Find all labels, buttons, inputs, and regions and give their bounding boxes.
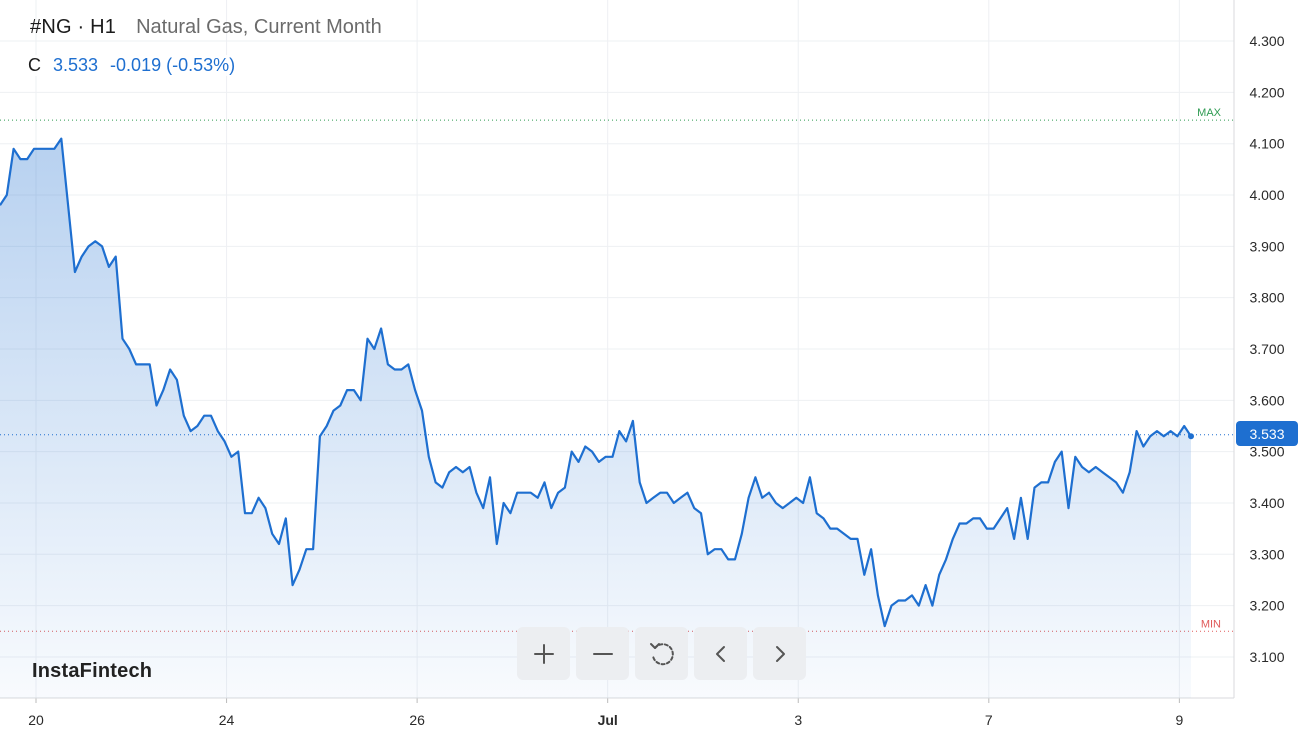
instrument-description: Natural Gas, Current Month bbox=[136, 16, 382, 38]
x-tick-label: 20 bbox=[28, 712, 44, 728]
x-tick-label: 26 bbox=[409, 712, 425, 728]
zoom-out-button[interactable] bbox=[576, 627, 629, 680]
x-tick-label: 9 bbox=[1175, 712, 1183, 728]
minus-icon bbox=[592, 652, 613, 655]
plus-icon bbox=[533, 643, 554, 664]
current-price-badge: 3.533 bbox=[1236, 421, 1298, 446]
chart-toolbar bbox=[517, 627, 806, 680]
y-tick-label: 3.300 bbox=[1249, 546, 1284, 562]
x-tick-label: 7 bbox=[985, 712, 993, 728]
y-tick-label: 3.400 bbox=[1249, 495, 1284, 511]
y-tick-label: 3.900 bbox=[1249, 238, 1284, 254]
y-tick-label: 4.200 bbox=[1249, 84, 1284, 100]
chart-header: #NG · H1 Natural Gas, Current Month bbox=[30, 16, 382, 39]
close-label: C bbox=[28, 55, 41, 75]
x-tick-label: 3 bbox=[794, 712, 802, 728]
y-tick-label: 3.200 bbox=[1249, 598, 1284, 614]
x-tick-label: 24 bbox=[219, 712, 235, 728]
reset-button[interactable] bbox=[635, 627, 688, 680]
max-label: MAX bbox=[1197, 107, 1222, 119]
brand-logo: InstaFintech bbox=[32, 660, 153, 682]
y-tick-label: 3.800 bbox=[1249, 290, 1284, 306]
change-value: -0.019 (-0.53%) bbox=[110, 55, 236, 75]
symbol-label: #NG · H1 bbox=[30, 16, 117, 38]
time-axis: 202426Jul379111517 bbox=[0, 697, 1234, 728]
scroll-right-button[interactable] bbox=[753, 627, 806, 680]
chevron-left-icon bbox=[715, 645, 725, 662]
last-point bbox=[1188, 433, 1194, 440]
chevron-right-icon bbox=[775, 645, 785, 662]
y-tick-label: 3.100 bbox=[1249, 649, 1284, 665]
min-label: MIN bbox=[1201, 618, 1221, 630]
y-tick-label: 4.300 bbox=[1249, 33, 1284, 49]
price-axis: 4.300 4.200 4.100 4.000 3.900 3.800 3.700 3.600… bbox=[1233, 0, 1285, 698]
price-series bbox=[0, 137, 1194, 699]
price-line bbox=[0, 137, 1192, 628]
y-tick-label: 4.000 bbox=[1249, 187, 1284, 203]
scroll-left-button[interactable] bbox=[694, 627, 747, 680]
close-value: 3.533 bbox=[53, 55, 99, 75]
y-tick-label: 3.500 bbox=[1249, 444, 1284, 460]
x-tick-label: Jul bbox=[598, 712, 618, 728]
ohlc-readout: C 3.533 -0.019 (-0.53%) bbox=[28, 55, 242, 76]
price-area bbox=[0, 138, 1191, 699]
y-tick-label: 4.100 bbox=[1249, 136, 1284, 152]
y-tick-label: 3.700 bbox=[1249, 341, 1284, 357]
y-tick-label: 3.600 bbox=[1249, 392, 1284, 408]
zoom-in-button[interactable] bbox=[517, 627, 570, 680]
reset-icon bbox=[649, 642, 674, 665]
